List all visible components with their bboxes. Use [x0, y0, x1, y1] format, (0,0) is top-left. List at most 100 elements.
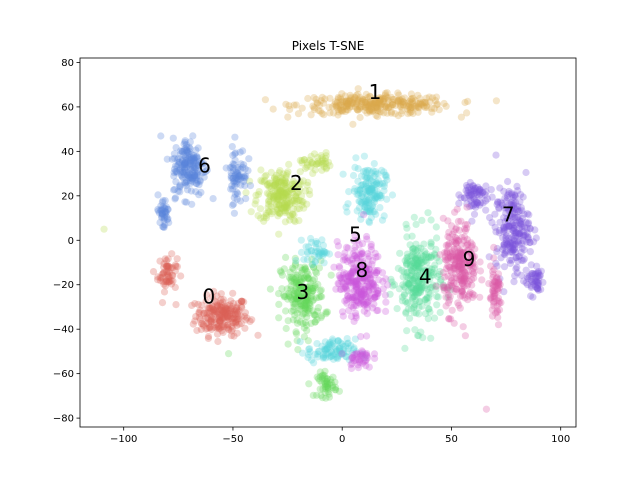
point-cluster-1: [409, 94, 417, 102]
point-cluster-2: [269, 188, 277, 196]
point-cluster-0: [177, 272, 185, 280]
point-cluster-4: [436, 308, 444, 317]
point-cluster-1: [332, 102, 340, 110]
point-cluster-7: [525, 272, 533, 280]
point-cluster-1: [387, 93, 395, 101]
point-cluster-1: [379, 97, 387, 105]
point-cluster-5: [339, 170, 347, 178]
point-cluster-0: [227, 297, 235, 305]
point-cluster-1: [418, 100, 426, 108]
point-cluster-0: [205, 304, 213, 312]
point-cluster-1: [363, 101, 371, 109]
point-cluster-1: [326, 94, 334, 102]
point-cluster-1: [333, 103, 341, 111]
point-cluster-8: [360, 307, 368, 315]
point-cluster-0: [226, 309, 234, 318]
point-cluster-1: [373, 106, 381, 114]
point-cluster-1: [365, 102, 373, 110]
point-cluster-0: [216, 317, 224, 325]
point-cluster-0: [206, 324, 214, 332]
point-cluster-0: [162, 277, 170, 285]
point-cluster-8: [360, 211, 368, 219]
point-cluster-9: [458, 233, 466, 241]
point-cluster-0: [210, 287, 218, 295]
point-cluster-0: [159, 269, 167, 278]
point-cluster-1: [385, 103, 393, 112]
point-cluster-2: [273, 206, 281, 214]
point-cluster-2: [301, 164, 309, 173]
point-cluster-2: [258, 177, 266, 185]
point-cluster-0: [219, 307, 227, 315]
point-cluster-0: [164, 255, 172, 263]
point-cluster-1: [422, 99, 430, 107]
point-cluster-0: [219, 298, 227, 306]
point-cluster-0: [215, 325, 223, 333]
point-cluster-7: [506, 259, 514, 267]
point-cluster-0: [197, 320, 205, 328]
point-cluster-1: [415, 102, 423, 110]
point-cluster-1: [382, 103, 390, 111]
point-cluster-3: [311, 318, 319, 326]
point-cluster-2: [286, 216, 294, 224]
point-cluster-1: [365, 106, 373, 114]
point-cluster-1: [356, 103, 364, 111]
point-cluster-0: [194, 300, 202, 308]
point-cluster-2: [261, 176, 269, 184]
point-cluster-2: [283, 202, 291, 210]
point-cluster-1: [407, 103, 415, 112]
point-cluster-8: [330, 263, 338, 271]
point-cluster-4: [427, 216, 435, 224]
point-cluster-3: [298, 312, 306, 320]
point-cluster-1: [423, 103, 431, 111]
point-cluster-1: [407, 95, 415, 104]
point-cluster-1: [410, 102, 418, 110]
point-cluster-7: [511, 192, 519, 200]
point-cluster-1: [343, 100, 351, 108]
point-cluster-6: [236, 148, 244, 156]
point-cluster-1: [285, 102, 293, 110]
point-cluster-1: [366, 98, 374, 106]
point-cluster-1: [366, 98, 374, 106]
point-cluster-1: [412, 102, 420, 110]
point-cluster-1: [365, 102, 373, 110]
point-cluster-0: [221, 303, 229, 311]
point-cluster-2: [284, 195, 293, 203]
point-cluster-2: [271, 174, 279, 182]
point-cluster-0: [193, 326, 201, 335]
point-cluster-0: [201, 314, 209, 322]
point-cluster-6: [197, 188, 205, 196]
point-cluster-1: [355, 105, 363, 113]
point-cluster-1: [313, 99, 321, 108]
point-cluster-9: [454, 299, 462, 307]
x-tick-label: 0: [339, 434, 345, 445]
point-cluster-1: [404, 110, 412, 118]
point-cluster-1: [347, 95, 355, 103]
point-cluster-1: [352, 91, 360, 99]
point-cluster-0: [232, 318, 240, 327]
point-cluster-1: [382, 102, 390, 110]
point-cluster-0: [198, 301, 206, 309]
point-cluster-9: [439, 268, 447, 277]
point-cluster-1: [350, 96, 358, 104]
point-cluster-4: [410, 213, 418, 221]
point-cluster-0: [241, 324, 249, 332]
point-cluster-1: [374, 104, 382, 112]
point-cluster-2: [281, 189, 289, 197]
point-cluster-5: [343, 208, 351, 216]
point-cluster-0: [206, 324, 214, 332]
point-cluster-6: [157, 132, 165, 140]
point-cluster-0: [206, 304, 214, 312]
point-cluster-0: [237, 297, 245, 305]
point-cluster-1: [371, 98, 379, 107]
point-cluster-9: [459, 323, 467, 331]
point-cluster-0: [163, 269, 171, 278]
point-cluster-1: [365, 107, 374, 115]
point-cluster-6: [240, 161, 248, 169]
point-cluster-1: [428, 108, 436, 116]
point-cluster-7: [512, 229, 520, 237]
point-cluster-5: [292, 257, 300, 265]
point-cluster-0: [211, 297, 219, 305]
point-cluster-0: [156, 274, 164, 282]
point-cluster-2: [257, 166, 265, 174]
cluster-label-6: 6: [198, 153, 211, 177]
